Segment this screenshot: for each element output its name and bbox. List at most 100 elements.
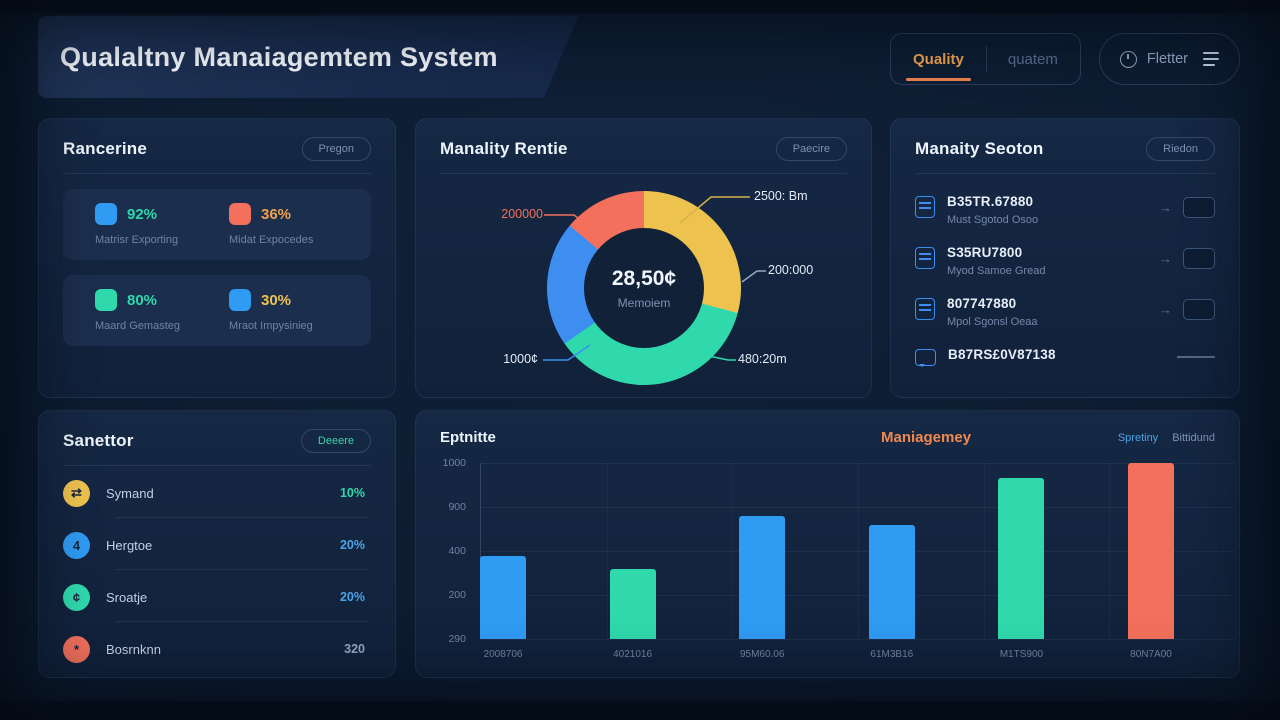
- item-code: B35TR.67880: [947, 194, 1034, 209]
- vertical-gridline: [606, 463, 608, 639]
- bar-chart-plot-area: [480, 463, 1236, 640]
- status-toggle[interactable]: [1183, 197, 1215, 218]
- divider: [915, 173, 1215, 174]
- item-subtitle: Must Sgotod Osoo: [947, 214, 1039, 226]
- stat-tile: 92% Matrisr Exporting: [83, 203, 217, 246]
- list-item[interactable]: B35TR.67880 Must Sgotod Osoo →: [915, 194, 1215, 226]
- donut-card-title: Manality Rentie: [440, 139, 568, 158]
- item-code: S35RU7800: [947, 245, 1023, 260]
- filter-button[interactable]: Fletter: [1098, 33, 1240, 85]
- donut-center-value: 28,50¢: [611, 266, 677, 290]
- top-frame-band: [0, 0, 1280, 13]
- gridline: [481, 463, 1235, 464]
- legend-item[interactable]: Bittidund: [1172, 431, 1215, 444]
- arrow-right-icon: →: [1159, 302, 1172, 317]
- gridline: [481, 507, 1235, 508]
- bar: [739, 515, 786, 639]
- list-item[interactable]: * Bosrnknn 320: [63, 624, 371, 674]
- inspection-card: Manaity Seoton Riedon B35TR.67880 Must S…: [890, 118, 1240, 398]
- donut-card-badge[interactable]: Paecire: [775, 137, 847, 161]
- tab-quatem-label: quatem: [1007, 50, 1058, 68]
- bottom-frame-band: [0, 701, 1280, 720]
- x-axis-labels: 2008706 4021016 95M60.06 61M3B16 M1TS900 80N7…: [480, 649, 1174, 665]
- divider: [63, 173, 371, 174]
- bar-chart-header: Eptnitte Maniagemey Spretiny Bittidund: [440, 429, 1215, 446]
- legend-item[interactable]: Spretiny: [1117, 431, 1159, 444]
- divider: [63, 465, 371, 466]
- bar: [1128, 463, 1174, 639]
- header-controls: Quality quatem Fletter: [890, 33, 1240, 85]
- document-icon: [915, 298, 935, 320]
- clock-icon: [1119, 50, 1137, 68]
- bar: [480, 556, 526, 639]
- list-item[interactable]: S35RU7800 Myod Samoe Gread →: [915, 245, 1215, 277]
- list-item[interactable]: 807747880 Mpol Sgonsl Oeaa →: [915, 296, 1215, 328]
- sanettor-card-title: Sanettor: [63, 431, 134, 450]
- donut-callout-label: 1000¢: [503, 352, 538, 366]
- tab-quality-label: Quality: [913, 50, 964, 68]
- x-axis-label: 80N7A00: [1130, 649, 1172, 660]
- sanettor-card-header: Sanettor Deeere: [63, 429, 371, 453]
- stat-swatch-icon: [229, 203, 251, 225]
- bar: [998, 477, 1045, 639]
- item-label: Sroatje: [106, 589, 148, 605]
- x-axis-label: 95M60.06: [739, 649, 785, 660]
- stat-value: 92%: [127, 205, 158, 223]
- bar: [868, 524, 915, 639]
- placeholder-dash: [1177, 355, 1215, 358]
- bar-series: [480, 463, 1174, 639]
- donut-center-label: Memoiem: [617, 295, 671, 310]
- x-axis-label: 4021016: [613, 649, 653, 660]
- item-label: Hergtoe: [106, 537, 153, 553]
- list-item[interactable]: 4 Hergtoe 20%: [63, 520, 371, 570]
- y-tick-label: 400: [448, 545, 466, 557]
- gridline: [481, 551, 1235, 552]
- stat-value: 36%: [261, 205, 292, 223]
- menu-icon[interactable]: [1203, 52, 1219, 66]
- status-toggle[interactable]: [1183, 299, 1215, 320]
- stat-label: Maard Gemasteg: [95, 320, 180, 332]
- bar-chart-title: Eptnitte: [440, 429, 496, 446]
- inspection-card-badge[interactable]: Riedon: [1146, 137, 1215, 161]
- list-item[interactable]: ⇄ Symand 10%: [63, 468, 371, 518]
- gridline: [481, 639, 1235, 640]
- metrics-card-title: Rancerine: [63, 139, 148, 158]
- list-item[interactable]: B87RS£0V87138: [915, 347, 1215, 367]
- sanettor-card-badge[interactable]: Deeere: [300, 429, 371, 453]
- donut-callout-label: 2500: Bm: [754, 189, 808, 203]
- inspection-card-title: Manaity Seoton: [915, 139, 1044, 158]
- donut-leader-lines: [543, 196, 766, 361]
- item-value: 10%: [339, 486, 365, 500]
- page-title: Qualaltny Manaiagemtem System: [60, 41, 498, 72]
- donut-chart-card: Manality Rentie Paecire 28,50¢ Memoiem 2…: [415, 118, 872, 398]
- category-icon: 4: [63, 531, 90, 559]
- sanettor-card: Sanettor Deeere ⇄ Symand 10% 4 Hergtoe 2…: [38, 410, 396, 678]
- metrics-panel-1: 92% Matrisr Exporting 36% Midat Expocede…: [63, 189, 371, 260]
- vertical-gridline: [732, 463, 734, 639]
- donut-card-header: Manality Rentie Paecire: [440, 137, 847, 161]
- stat-swatch-icon: [229, 289, 251, 311]
- metrics-card-header: Rancerine Pregon: [63, 137, 371, 161]
- gridline: [481, 595, 1235, 596]
- bar: [609, 568, 656, 639]
- stat-label: Matrisr Exporting: [95, 234, 179, 246]
- x-axis-label: M1TS900: [999, 649, 1044, 660]
- status-toggle[interactable]: [1183, 248, 1215, 269]
- arrow-right-icon: →: [1159, 200, 1172, 215]
- stat-swatch-icon: [95, 203, 117, 225]
- list-item[interactable]: ¢ Sroatje 20%: [63, 572, 371, 622]
- stat-tile: 80% Maard Gemasteg: [83, 289, 217, 332]
- divider: [440, 173, 847, 174]
- tab-quatem[interactable]: quatem: [985, 34, 1080, 84]
- category-icon: *: [63, 635, 90, 663]
- stat-tile: 30% Mraot Impysinieg: [217, 289, 351, 332]
- y-axis-labels: 1000 900 400 200 290: [420, 457, 472, 645]
- donut-callout-label: 200000: [501, 207, 543, 221]
- stat-value: 80%: [127, 291, 158, 309]
- metrics-card-badge[interactable]: Pregon: [301, 137, 371, 161]
- tab-quality[interactable]: Quality: [891, 34, 986, 84]
- donut-chart: 28,50¢ Memoiem 200000 2500: Bm 200:000 4…: [416, 119, 871, 397]
- x-axis-label: 2008706: [483, 649, 523, 660]
- item-value: 320: [344, 642, 365, 656]
